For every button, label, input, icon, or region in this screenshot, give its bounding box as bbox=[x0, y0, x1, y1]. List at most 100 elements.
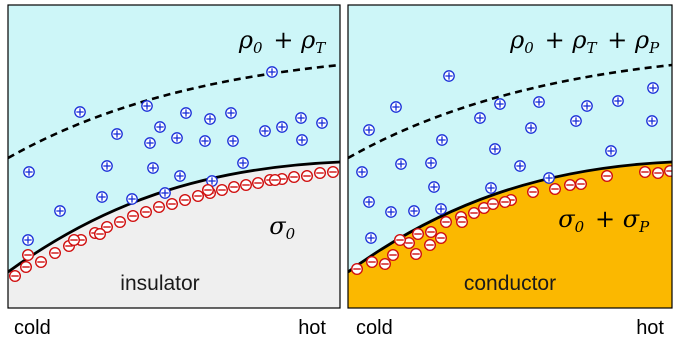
circled-minus-icon bbox=[549, 182, 562, 195]
circled-minus-icon bbox=[478, 201, 491, 214]
circled-minus-icon bbox=[366, 256, 379, 269]
circled-minus-icon bbox=[191, 189, 204, 202]
circled-plus-icon bbox=[385, 206, 397, 218]
circled-minus-icon bbox=[22, 248, 35, 261]
liquid-charge-label: ρ0 + ρT + ρP bbox=[509, 26, 664, 57]
circled-minus-icon bbox=[575, 177, 588, 190]
solid-liquid-boundary bbox=[8, 160, 340, 274]
circled-minus-icon bbox=[100, 220, 113, 233]
circled-minus-icon bbox=[425, 225, 438, 238]
circled-minus-icon bbox=[387, 248, 400, 261]
circled-minus-icon bbox=[201, 183, 214, 196]
circled-minus-icon bbox=[351, 263, 364, 276]
circled-plus-icon bbox=[237, 157, 249, 169]
circled-plus-icon bbox=[514, 160, 526, 172]
circled-minus-icon bbox=[301, 169, 314, 182]
circled-plus-icon bbox=[425, 157, 437, 169]
circled-minus-icon bbox=[239, 178, 252, 191]
circled-minus-icon bbox=[410, 247, 423, 260]
circled-plus-icon bbox=[316, 117, 328, 129]
circled-plus-icon bbox=[494, 98, 506, 110]
circled-plus-icon bbox=[54, 205, 66, 217]
circled-plus-icon bbox=[356, 166, 368, 178]
circled-minus-icon bbox=[327, 165, 340, 178]
circled-plus-icon bbox=[147, 162, 159, 174]
circled-plus-icon bbox=[23, 166, 35, 178]
circled-plus-icon bbox=[581, 100, 593, 112]
circled-minus-icon bbox=[314, 166, 327, 179]
circled-minus-icon bbox=[487, 197, 500, 210]
solid-region bbox=[348, 162, 672, 308]
circled-minus-icon bbox=[126, 209, 139, 222]
circled-plus-icon bbox=[474, 112, 486, 124]
surface-charge-label: σ0 + σP bbox=[558, 205, 654, 236]
circled-plus-icon bbox=[141, 100, 153, 112]
circled-minus-icon bbox=[288, 170, 301, 183]
circled-plus-icon bbox=[199, 135, 211, 147]
circled-plus-icon bbox=[276, 121, 288, 133]
circled-plus-icon bbox=[647, 82, 659, 94]
circled-minus-icon bbox=[456, 215, 469, 228]
circled-minus-icon bbox=[601, 169, 614, 182]
double-layer-boundary bbox=[8, 63, 340, 160]
circled-plus-icon bbox=[171, 132, 183, 144]
circled-minus-icon bbox=[468, 206, 481, 219]
circled-plus-icon bbox=[533, 96, 545, 108]
circled-plus-icon bbox=[266, 66, 278, 78]
double-layer-boundary bbox=[348, 63, 672, 160]
circled-minus-icon bbox=[113, 215, 126, 228]
circled-plus-icon bbox=[612, 95, 624, 107]
negative-ions bbox=[8, 165, 340, 283]
negative-ions bbox=[351, 165, 672, 276]
circled-minus-icon bbox=[67, 233, 80, 246]
panel-frame bbox=[347, 4, 673, 309]
panel-conductor bbox=[348, 5, 672, 308]
circled-plus-icon bbox=[605, 145, 617, 157]
circled-minus-icon bbox=[251, 176, 264, 189]
positive-ions bbox=[22, 66, 328, 246]
circled-plus-icon bbox=[543, 172, 555, 184]
circled-minus-icon bbox=[435, 231, 448, 244]
circled-plus-icon bbox=[227, 135, 239, 147]
circled-plus-icon bbox=[96, 191, 108, 203]
circled-minus-icon bbox=[20, 261, 33, 274]
circled-minus-icon bbox=[527, 185, 540, 198]
circled-minus-icon bbox=[49, 246, 62, 259]
circled-plus-icon bbox=[126, 193, 138, 205]
cold-label: cold bbox=[14, 317, 51, 339]
circled-minus-icon bbox=[93, 227, 106, 240]
circled-plus-icon bbox=[646, 115, 658, 127]
circled-minus-icon bbox=[424, 238, 437, 251]
circled-plus-icon bbox=[365, 232, 377, 244]
cold-label: cold bbox=[356, 317, 393, 339]
circled-plus-icon bbox=[443, 70, 455, 82]
circled-minus-icon bbox=[152, 200, 165, 213]
circled-plus-icon bbox=[159, 187, 171, 199]
circled-minus-icon bbox=[178, 193, 191, 206]
circled-plus-icon bbox=[525, 122, 537, 134]
material-label: conductor bbox=[464, 272, 556, 295]
circled-plus-icon bbox=[74, 106, 86, 118]
circled-minus-icon bbox=[269, 173, 282, 186]
circled-plus-icon bbox=[390, 101, 402, 113]
circled-minus-icon bbox=[379, 258, 392, 271]
positive-ions bbox=[356, 70, 659, 244]
circled-plus-icon bbox=[363, 124, 375, 136]
circled-minus-icon bbox=[394, 233, 407, 246]
solid-region bbox=[8, 162, 340, 308]
circled-minus-icon bbox=[652, 166, 665, 179]
circled-minus-icon bbox=[564, 178, 577, 191]
circled-minus-icon bbox=[35, 256, 48, 269]
circled-minus-icon bbox=[215, 183, 228, 196]
circled-minus-icon bbox=[639, 165, 652, 178]
circled-plus-icon bbox=[395, 158, 407, 170]
liquid-charge-label: ρ0 + ρT bbox=[238, 26, 330, 57]
panel-frame bbox=[7, 4, 341, 309]
circled-plus-icon bbox=[144, 137, 156, 149]
circled-minus-icon bbox=[499, 195, 512, 208]
circled-plus-icon bbox=[436, 134, 448, 146]
circled-minus-icon bbox=[412, 227, 425, 240]
surface-charge-label: σ0 bbox=[269, 212, 300, 243]
hot-label: hot bbox=[298, 317, 326, 339]
